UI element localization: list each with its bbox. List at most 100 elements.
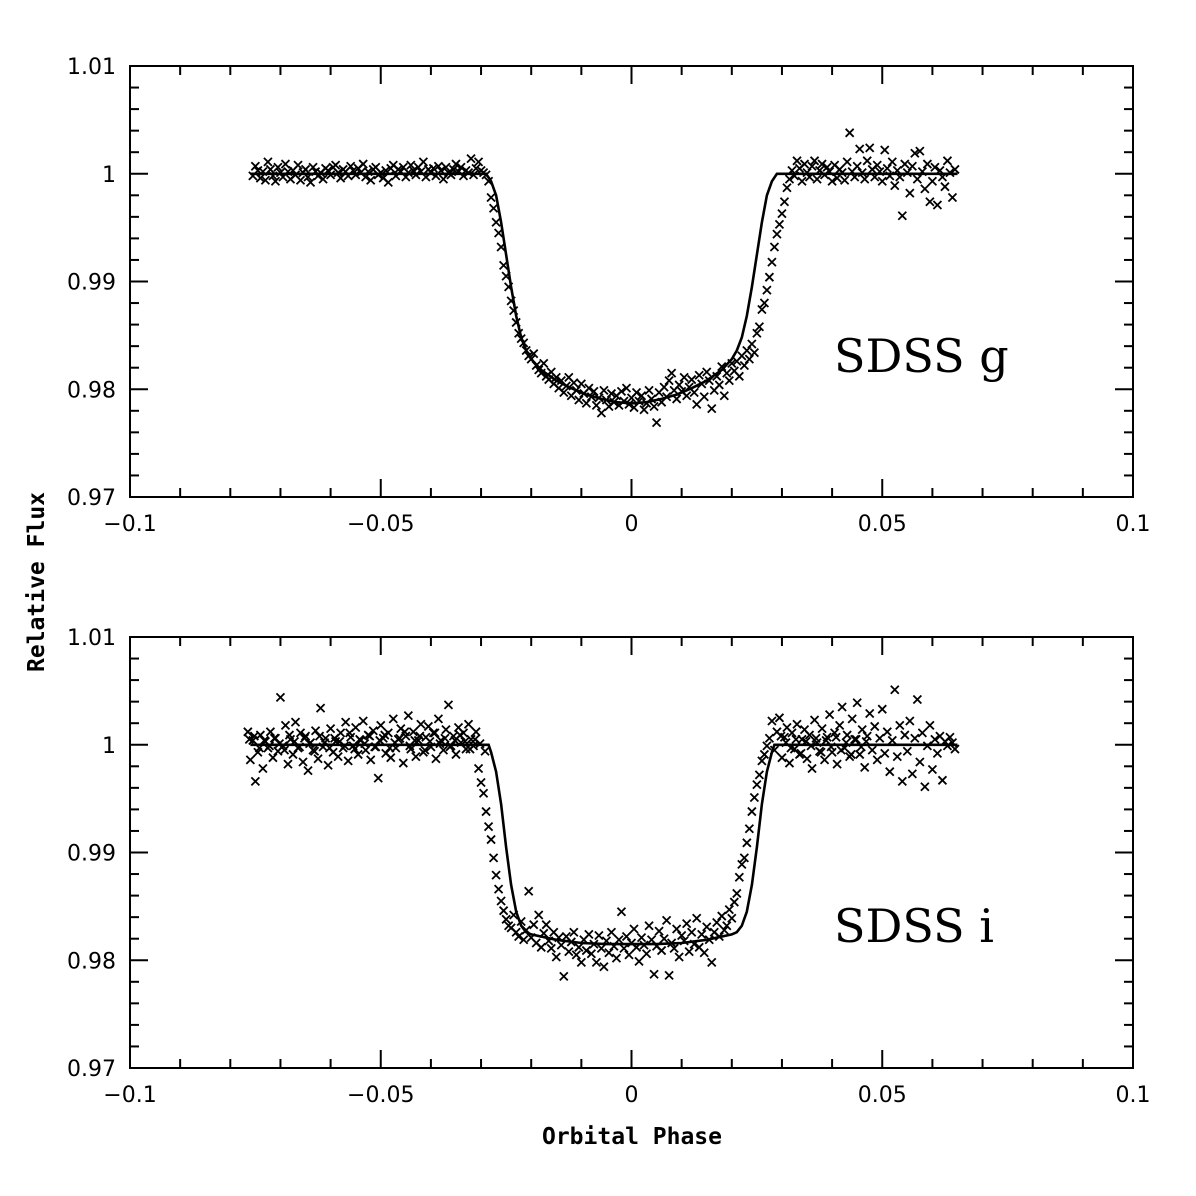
data-point-marker	[438, 745, 449, 755]
data-point-marker	[649, 969, 659, 979]
data-point-marker	[845, 128, 855, 138]
data-point-marker	[699, 948, 709, 958]
data-point-marker	[707, 957, 717, 968]
data-point-marker	[872, 755, 882, 765]
data-point-marker	[293, 160, 303, 170]
data-point-marker	[383, 177, 393, 188]
data-point-marker	[912, 174, 922, 184]
data-point-marker	[674, 952, 684, 962]
data-point-marker	[842, 730, 852, 740]
data-point-marker	[524, 886, 534, 896]
x-tick-label: −0.1	[103, 1083, 156, 1108]
data-point-marker	[666, 368, 677, 378]
y-tick-label: 0.99	[67, 271, 116, 296]
data-point-marker	[734, 371, 744, 381]
data-point-marker	[727, 913, 737, 923]
data-point-marker	[682, 391, 692, 401]
data-point-marker	[330, 160, 341, 170]
data-point-marker	[855, 749, 865, 760]
data-point-marker	[280, 159, 291, 169]
data-point-marker	[461, 744, 471, 754]
data-point-marker	[920, 184, 930, 194]
data-point-marker	[284, 730, 295, 740]
data-point-marker	[350, 744, 360, 754]
data-point-marker	[915, 757, 925, 767]
data-point-marker	[699, 392, 709, 402]
data-point-marker	[636, 932, 647, 943]
data-point-marker	[471, 163, 481, 173]
data-point-marker	[514, 931, 524, 942]
data-point-marker	[438, 174, 449, 184]
data-point-marker	[659, 934, 669, 944]
data-point-marker	[323, 760, 333, 770]
data-point-marker	[576, 957, 586, 968]
data-point-marker	[639, 405, 649, 415]
data-point-marker	[774, 219, 785, 230]
panel-sdss-i: −0.1 −0.05 0 0.05 0.1 0.97 0.98 0.99 1 1.01 SDSS…	[67, 626, 1151, 1108]
data-point-marker	[752, 328, 762, 338]
data-point-marker	[661, 915, 672, 926]
data-point-marker	[406, 160, 416, 170]
data-point-marker	[932, 200, 943, 210]
data-point-marker	[942, 156, 953, 166]
data-point-marker	[465, 744, 475, 754]
data-point-marker	[345, 728, 355, 738]
data-point-marker	[651, 418, 662, 428]
data-point-marker	[739, 360, 749, 371]
data-point-marker	[411, 751, 421, 762]
data-point-marker	[376, 720, 386, 730]
data-point-marker	[631, 387, 642, 398]
data-point-marker	[762, 285, 772, 295]
data-point-marker	[270, 176, 281, 186]
data-point-marker	[827, 176, 837, 186]
data-point-marker	[456, 162, 466, 172]
data-points	[248, 128, 960, 428]
data-point-marker	[799, 159, 810, 169]
data-point-marker	[273, 162, 283, 172]
data-point-marker	[511, 927, 521, 937]
data-point-marker	[947, 192, 958, 203]
y-tick-label: 0.99	[67, 842, 116, 867]
data-point-marker	[724, 904, 734, 915]
data-point-marker	[249, 731, 260, 741]
data-point-marker	[483, 822, 494, 832]
data-point-marker	[646, 935, 657, 945]
data-point-marker	[403, 711, 413, 721]
data-point-marker	[927, 176, 938, 186]
y-axis-label: Relative Flux	[24, 492, 50, 672]
data-point-marker	[759, 749, 770, 760]
data-point-marker	[855, 144, 865, 154]
data-point-marker	[887, 157, 897, 167]
data-point-marker	[265, 164, 276, 175]
data-point-marker	[448, 164, 459, 175]
x-axis-label: Orbital Phase	[542, 1124, 722, 1150]
data-point-marker	[757, 756, 767, 766]
data-point-marker	[807, 161, 817, 171]
data-point-marker	[754, 770, 765, 780]
data-point-marker	[255, 173, 266, 183]
data-point-marker	[400, 727, 410, 737]
y-tick-label: 1.01	[67, 55, 116, 80]
data-point-marker	[433, 161, 444, 171]
data-point-marker	[764, 733, 775, 743]
data-point-marker	[717, 911, 727, 921]
x-tick-labels: −0.1 −0.05 0 0.05 0.1	[103, 1083, 1150, 1108]
panel-label: SDSS i	[834, 899, 994, 953]
y-tick-label: 0.98	[67, 378, 116, 403]
data-point-marker	[880, 145, 890, 155]
data-point-marker	[796, 748, 806, 759]
data-point-marker	[862, 156, 872, 166]
x-tick-label: 0.1	[1116, 1083, 1151, 1108]
data-point-marker	[749, 347, 760, 358]
data-point-marker	[491, 870, 501, 880]
data-point-marker	[584, 929, 594, 940]
data-point-marker	[744, 824, 754, 834]
data-point-marker	[373, 773, 383, 783]
data-point-marker	[732, 888, 742, 899]
data-point-marker	[872, 160, 882, 170]
data-point-marker	[614, 935, 624, 945]
data-point-marker	[739, 853, 749, 863]
x-tick-label: 0.1	[1116, 512, 1151, 537]
data-point-marker	[346, 161, 356, 171]
